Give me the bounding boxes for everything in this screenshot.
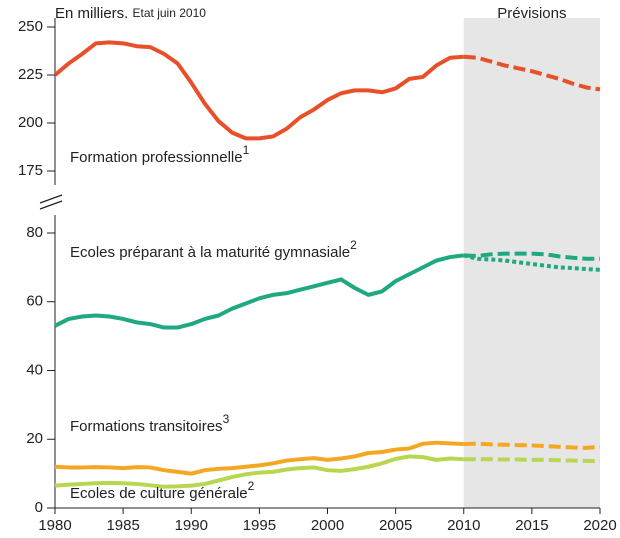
- date-note: Etat juin 2010: [133, 6, 207, 20]
- y-tick-label: 20: [26, 430, 43, 447]
- unit-note-text: En milliers.: [55, 5, 128, 22]
- y-tick-label: 40: [26, 361, 43, 378]
- x-tick-label: 2015: [515, 517, 548, 534]
- series-line: [463, 441, 601, 450]
- series-name: Formation professionnelle: [70, 149, 243, 166]
- series-label: Ecoles de culture générale2: [70, 479, 255, 502]
- series-label: Formation professionnelle1: [70, 143, 250, 166]
- series-name: Ecoles de culture générale: [70, 485, 248, 502]
- series-line: [463, 251, 600, 261]
- series-line: [463, 457, 601, 464]
- x-tick-label: 2020: [583, 517, 616, 534]
- series-footnote: 1: [243, 143, 250, 157]
- axis-break: [39, 194, 63, 204]
- series-footnote: 3: [223, 412, 230, 426]
- series-name: Ecoles préparant à la maturité gymnasial…: [70, 244, 350, 261]
- series-name: Formations transitoires: [70, 418, 223, 435]
- series-label: Ecoles préparant à la maturité gymnasial…: [70, 238, 357, 261]
- series-line: [463, 253, 601, 272]
- x-tick-label: 1990: [175, 517, 208, 534]
- y-tick-label: 80: [26, 224, 43, 241]
- series-label: Formations transitoires3: [70, 412, 230, 435]
- axis-break: [39, 200, 63, 210]
- series-line: [463, 54, 601, 92]
- series-line: [54, 253, 465, 330]
- series-line: [54, 440, 464, 476]
- x-tick-label: 1985: [106, 517, 139, 534]
- y-tick-label: 225: [18, 66, 43, 83]
- x-tick-label: 2005: [379, 517, 412, 534]
- series-footnote: 2: [350, 238, 357, 252]
- y-tick-label: 60: [26, 293, 43, 310]
- y-tick-label: 250: [18, 18, 43, 35]
- series-line: [54, 454, 464, 489]
- y-tick-label: 200: [18, 114, 43, 131]
- x-tick-label: 2010: [447, 517, 480, 534]
- x-tick-label: 2000: [311, 517, 344, 534]
- forecast-label: Prévisions: [497, 5, 566, 22]
- y-tick-label: 0: [35, 499, 43, 516]
- forecast-area: [463, 18, 600, 508]
- y-tick-label: 175: [18, 162, 43, 179]
- series-footnote: 2: [248, 479, 255, 493]
- x-tick-label: 1995: [243, 517, 276, 534]
- x-tick-label: 1980: [38, 517, 71, 534]
- unit-note: En milliers. Etat juin 2010: [55, 5, 206, 22]
- series-line: [53, 40, 464, 141]
